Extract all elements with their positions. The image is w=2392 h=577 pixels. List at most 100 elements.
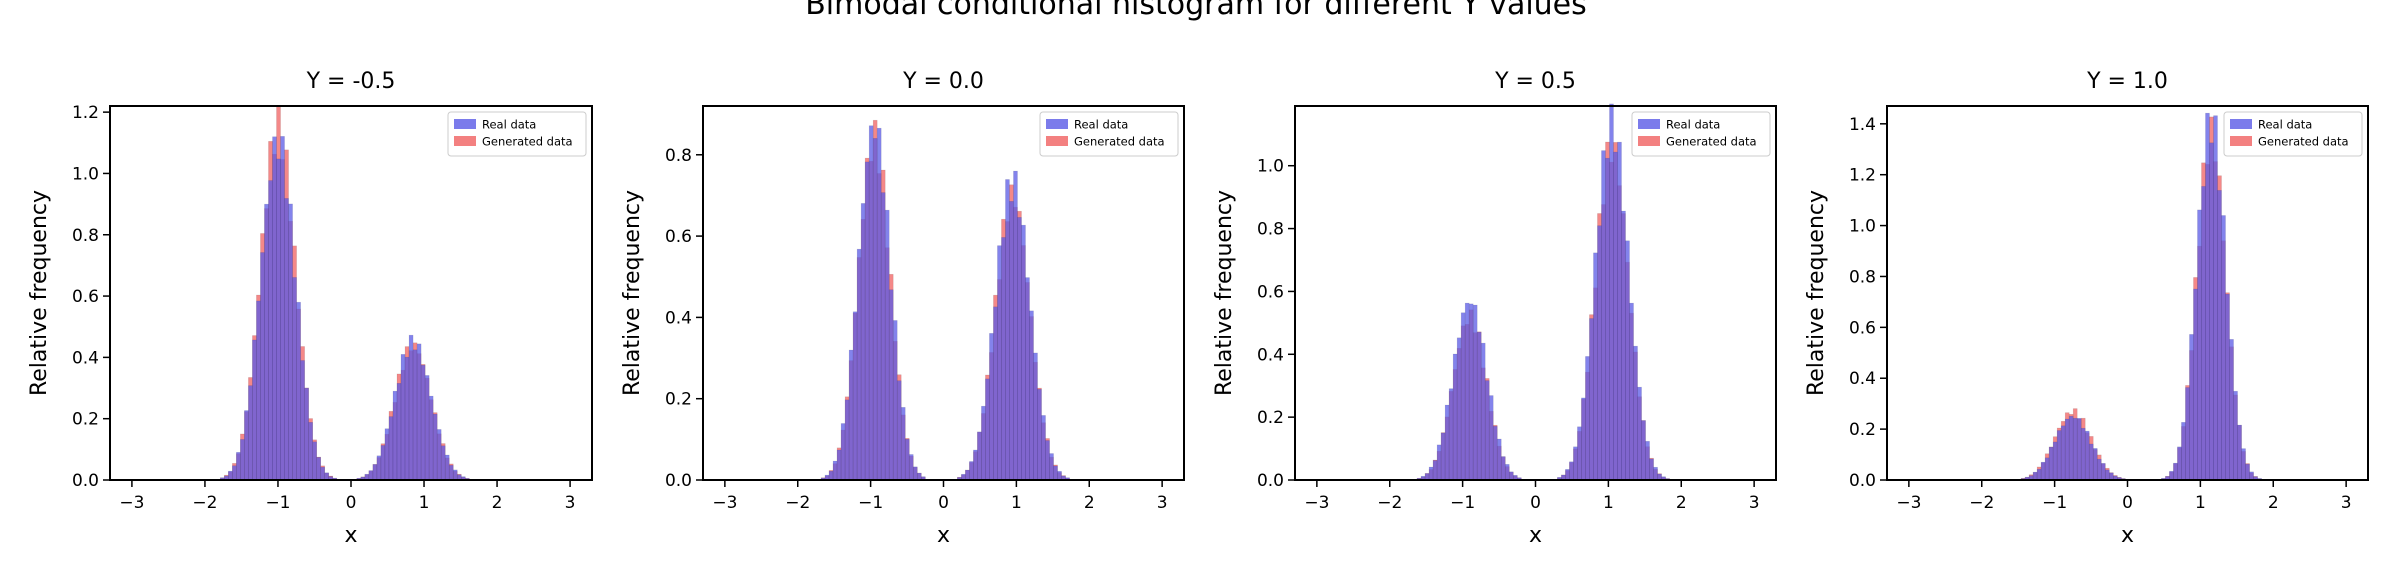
bar-real [1001, 237, 1006, 481]
y-tick-label: 0.4 [665, 308, 692, 328]
bar-real [260, 252, 265, 481]
x-axis-label: x [1529, 523, 1542, 548]
legend-box [2223, 111, 2363, 157]
bar-real [832, 460, 838, 481]
bar-real [2056, 430, 2062, 481]
bar-real [1645, 440, 1650, 481]
bar-real [292, 277, 297, 481]
axes-frame [1886, 105, 2369, 481]
bar-real [1617, 141, 1622, 481]
bar-real [1480, 342, 1486, 481]
bar-real [2048, 446, 2054, 481]
bar-real [1581, 397, 1586, 481]
bar-real [2044, 457, 2050, 481]
bar-real [1448, 388, 1454, 481]
bar-real [1621, 210, 1626, 481]
x-tick-label: 3 [565, 493, 576, 513]
bar-real [884, 209, 890, 481]
bar-real [985, 378, 990, 481]
bar-real [840, 423, 846, 481]
bar-real [448, 464, 454, 481]
x-tick-label: 2 [492, 493, 503, 513]
bar-real [2205, 112, 2210, 481]
bar-real [1476, 331, 1482, 481]
bar-real [2177, 446, 2182, 481]
bar-real [2181, 421, 2186, 481]
y-tick-label: 0.2 [665, 390, 692, 410]
legend-swatch-generated [454, 136, 476, 146]
bar-real [272, 136, 277, 481]
bar-real [904, 438, 910, 481]
bar-real [1029, 310, 1034, 481]
bar-real [412, 349, 418, 481]
bar-real [1629, 302, 1634, 481]
x-tick-label: 0 [346, 493, 357, 513]
bar-real [1569, 461, 1574, 481]
bar-real [828, 470, 834, 481]
bar-real [997, 245, 1002, 481]
bar-real [436, 429, 442, 481]
legend-box [1631, 111, 1771, 157]
bar-real [320, 466, 326, 481]
x-tick-label: −2 [1377, 493, 1402, 513]
chart-panel: −3 −2 −1 0 1 2 3 0.0 0.2 0.4 0.6 0.8 Y = 0.0 x Relativ… [620, 69, 1185, 548]
bar-real [1573, 446, 1578, 481]
legend-swatch-real [1046, 119, 1068, 129]
bar-real [1037, 388, 1042, 481]
bar-real [2229, 339, 2234, 481]
x-tick-label: 1 [1011, 493, 1022, 513]
legend: Real data Generated data [2223, 111, 2363, 157]
bar-real [1013, 170, 1018, 481]
bar-real [1605, 157, 1610, 481]
bar-real [2185, 387, 2190, 481]
bar-real [324, 472, 330, 481]
bar-real [2245, 463, 2250, 481]
x-tick-label: −1 [1450, 493, 1475, 513]
bar-real [1009, 200, 1014, 481]
y-tick-label: 1.0 [72, 164, 99, 184]
y-axis-label: Relative frequency [27, 190, 52, 396]
x-tick-label: 2 [1084, 493, 1095, 513]
legend-label: Real data [2258, 118, 2312, 132]
bar-real [2052, 441, 2058, 481]
legend-label: Generated data [1666, 135, 1757, 149]
bar-real [2173, 462, 2178, 481]
legend-swatch-real [1638, 119, 1660, 129]
bar-real [892, 320, 898, 481]
bar-real [2213, 115, 2218, 481]
bar-real [973, 449, 978, 481]
bar-real [2076, 417, 2082, 481]
bar-real [2092, 448, 2098, 481]
bar-real [900, 407, 906, 481]
bar-real [916, 472, 922, 481]
y-axis-label: Relative frequency [620, 190, 645, 396]
bar-real [284, 198, 289, 481]
bar-real [1428, 466, 1434, 481]
bar-real [852, 311, 858, 481]
x-tick-label: −1 [265, 493, 290, 513]
y-tick-label: 0.6 [1849, 318, 1876, 338]
bar-real [236, 451, 241, 481]
y-tick-label: 0.8 [665, 146, 692, 166]
bar-real [432, 413, 438, 481]
bar-real [280, 136, 285, 481]
bar-real [1633, 345, 1638, 481]
bar-real [864, 161, 870, 481]
bar-real [1593, 252, 1598, 481]
y-tick-label: 0.2 [1849, 420, 1876, 440]
bar-real [300, 360, 305, 481]
bar-real [240, 439, 245, 481]
y-axis-label: Relative frequency [1212, 190, 1237, 396]
bar-real [860, 203, 866, 481]
y-axis-label: Relative frequency [1804, 190, 1829, 396]
bar-real [2080, 427, 2086, 481]
legend-label: Generated data [2258, 135, 2349, 149]
bar-real [228, 470, 233, 481]
bar-real [1625, 240, 1630, 481]
bar-real [1496, 438, 1502, 481]
histogram-bars [219, 106, 470, 481]
bar-real [912, 466, 918, 481]
axes-frame [702, 105, 1185, 481]
bar-real [408, 334, 414, 481]
